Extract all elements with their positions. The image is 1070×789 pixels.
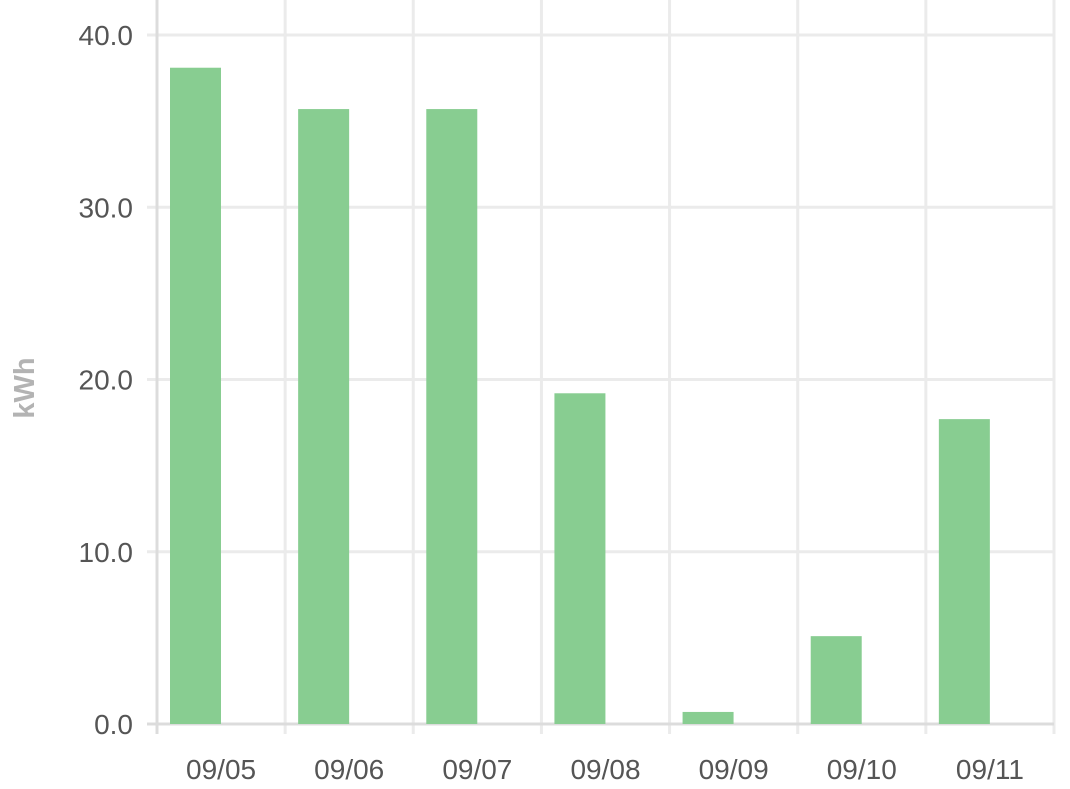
y-axis-title: kWh [9, 357, 41, 418]
bar-09-06 [298, 109, 350, 724]
bar-09-09 [682, 711, 734, 724]
x-tick-label: 09/07 [442, 754, 512, 785]
x-tick-label: 09/11 [956, 754, 1024, 785]
bar-09-08 [554, 393, 606, 724]
bar-09-11 [938, 419, 990, 724]
y-tick-label: 0.0 [94, 709, 133, 740]
y-axis-ticks: 0.0 10.0 20.0 30.0 40.0 [79, 20, 134, 740]
x-tick-label: 09/08 [570, 754, 640, 785]
bar-09-10 [810, 636, 862, 724]
x-tick-label: 09/06 [314, 754, 384, 785]
x-axis-ticks: 09/05 09/06 09/07 09/08 09/09 09/10 09/11 [186, 754, 1024, 785]
y-tick-label: 20.0 [79, 365, 134, 396]
y-tick-label: 10.0 [79, 537, 134, 568]
x-tick-label: 09/09 [699, 754, 769, 785]
grid [147, 0, 1056, 734]
bar-09-07 [426, 109, 478, 724]
x-tick-label: 09/10 [827, 754, 897, 785]
y-tick-label: 30.0 [79, 192, 134, 223]
x-tick-label: 09/05 [186, 754, 256, 785]
bars [170, 67, 990, 725]
bar-09-05 [170, 67, 221, 725]
y-tick-label: 40.0 [79, 20, 134, 51]
